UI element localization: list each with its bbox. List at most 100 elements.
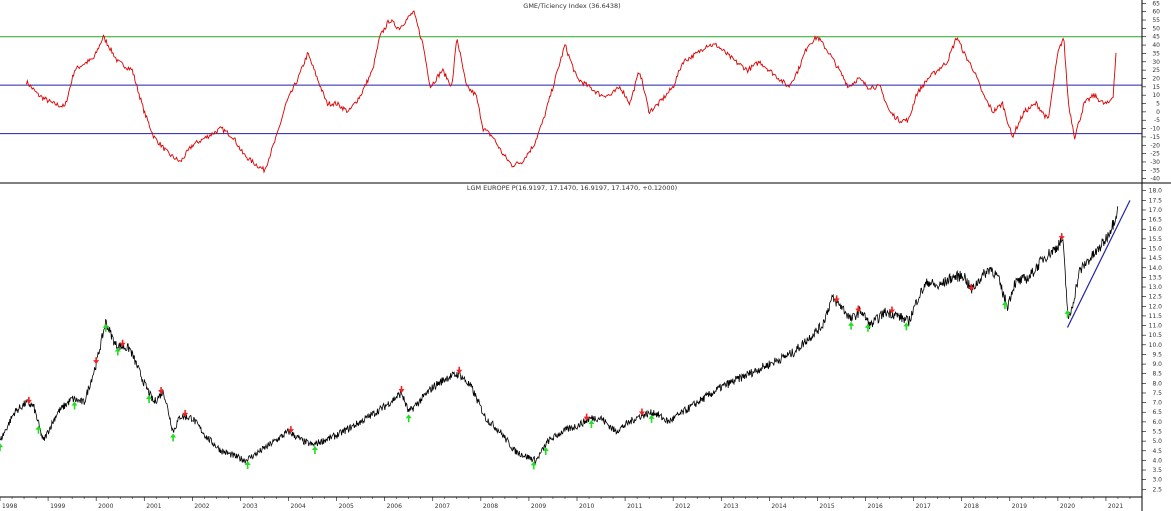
price-trendline [1066,200,1131,328]
oscillator-title: GME/Ticiency Index (36.6438) [523,2,620,10]
oscillator-y-tick-label: -40 [1150,176,1160,183]
buy-signal-arrow [311,446,318,455]
oscillator-y-tick-label: 20 [1152,75,1160,82]
price-x-tick-label: 2009 [531,503,546,510]
price-y-tick-label: 17.5 [1149,197,1163,204]
buy-signal-arrow [170,433,177,442]
buy-signal-arrow [1064,309,1071,318]
sell-signal-arrow [158,386,165,394]
price-y-tick-label: 16.5 [1149,217,1163,224]
price-x-tick-label: 2016 [868,503,883,510]
oscillator-y-tick-label: -5 [1154,117,1160,124]
price-x-tick-label: 2002 [194,503,209,510]
price-x-tick-label: 2005 [339,503,354,510]
price-y-tick-label: 6.5 [1152,409,1162,416]
price-y-tick-label: 4.5 [1152,448,1162,455]
price-x-tick-label: 1999 [50,503,65,510]
price-y-tick-label: 4.0 [1152,457,1162,464]
price-y-tick-label: 6.0 [1152,419,1162,426]
oscillator-panel: GME/Ticiency Index (36.6438) 65605550454… [0,0,1160,183]
sell-signal-arrow [25,396,32,404]
sell-signal-arrow [1058,233,1065,241]
price-y-tick-label: 11.0 [1149,323,1163,330]
oscillator-y-tick-label: 55 [1152,17,1160,24]
oscillator-y-tick-label: 50 [1152,25,1160,32]
buy-signal-arrow [530,461,537,470]
price-y-tick-label: 11.5 [1149,313,1163,320]
oscillator-y-tick-label: -25 [1150,151,1160,158]
price-x-tick-label: 2012 [675,503,690,510]
price-y-tick-label: 8.0 [1152,380,1162,387]
buy-signal-arrow [864,323,871,332]
price-y-ticks: 18.0 17.5 17.0 16.5 16.0 15.5 15.0 14.5 14.0 13.5… [1142,188,1163,493]
oscillator-series [25,10,1117,174]
price-y-tick-label: 12.0 [1149,303,1163,310]
price-x-tick-label: 2006 [387,503,402,510]
price-y-tick-label: 16.0 [1149,226,1163,233]
sell-signal-arrow [833,295,840,303]
price-signals [0,233,1071,470]
price-y-tick-label: 10.5 [1149,332,1163,339]
price-x-tick-label: 2010 [579,503,594,510]
buy-signal-arrow [848,321,855,330]
price-y-tick-label: 8.5 [1152,371,1162,378]
price-y-tick-label: 9.0 [1152,361,1162,368]
buy-signal-arrow [71,401,78,410]
buy-signal-arrow [1001,301,1008,310]
buy-signal-arrow [35,425,42,434]
price-y-tick-label: 9.5 [1152,351,1162,358]
buy-signal-arrow [0,443,3,452]
price-y-tick-label: 13.0 [1149,284,1163,291]
sell-signal-arrow [287,426,294,434]
price-x-tick-label: 2020 [1060,503,1075,510]
buy-signal-arrow [903,322,910,331]
sell-signal-arrow [456,366,463,374]
trendline [1066,200,1131,328]
price-y-tick-label: 7.5 [1152,390,1162,397]
oscillator-y-tick-label: 35 [1152,50,1160,57]
oscillator-y-tick-label: 10 [1152,92,1160,99]
sell-signal-arrow [888,306,895,314]
price-y-tick-label: 10.0 [1149,342,1163,349]
price-x-tick-label: 2021 [1108,503,1123,510]
price-x-tick-label: 2008 [483,503,498,510]
oscillator-y-tick-label: 25 [1152,67,1160,74]
oscillator-y-ticks: 65605550454035302520151050-5-10-15-20-25… [1142,0,1160,183]
price-x-ticks: 1998 1999 2000 2001 2002 2003 2004 2005 2006 2007… [0,497,1131,510]
oscillator-y-tick-label: -30 [1150,159,1160,166]
buy-signal-arrow [146,394,153,403]
price-panel: LGM EUROPE P(16.9197, 17.1470, 16.9197, … [0,184,1162,510]
buy-signal-arrow [102,323,109,332]
price-x-tick-label: 2017 [916,503,931,510]
sell-signal-arrow [93,357,100,365]
price-y-tick-label: 14.5 [1149,255,1163,262]
price-y-tick-label: 12.5 [1149,294,1163,301]
price-y-tick-label: 5.5 [1152,429,1162,436]
price-x-tick-label: 1998 [2,503,17,510]
price-y-tick-label: 2.5 [1152,486,1162,493]
oscillator-reference-lines [0,36,1142,135]
buy-signal-arrow [405,414,412,423]
price-y-tick-label: 15.0 [1149,245,1163,252]
sell-signal-arrow [968,283,975,291]
price-x-tick-label: 2013 [723,503,738,510]
price-y-tick-label: 5.0 [1152,438,1162,445]
sell-signal-arrow [119,339,126,347]
price-x-tick-label: 2001 [146,503,161,510]
price-x-tick-label: 2018 [964,503,979,510]
price-x-tick-label: 2015 [819,503,834,510]
sell-signal-arrow [638,408,645,416]
buy-signal-arrow [114,347,121,356]
sell-signal-arrow [398,385,405,393]
sell-signal-arrow [583,413,590,421]
price-x-tick-label: 2019 [1012,503,1027,510]
sell-signal-arrow [855,305,862,313]
price-x-tick-label: 2003 [242,503,257,510]
oscillator-y-tick-label: 30 [1152,59,1160,66]
price-y-tick-label: 15.5 [1149,236,1163,243]
price-line-0 [0,206,1119,465]
buy-signal-arrow [648,414,655,423]
oscillator-y-tick-label: -35 [1150,167,1160,174]
price-x-tick-label: 2000 [98,503,113,510]
